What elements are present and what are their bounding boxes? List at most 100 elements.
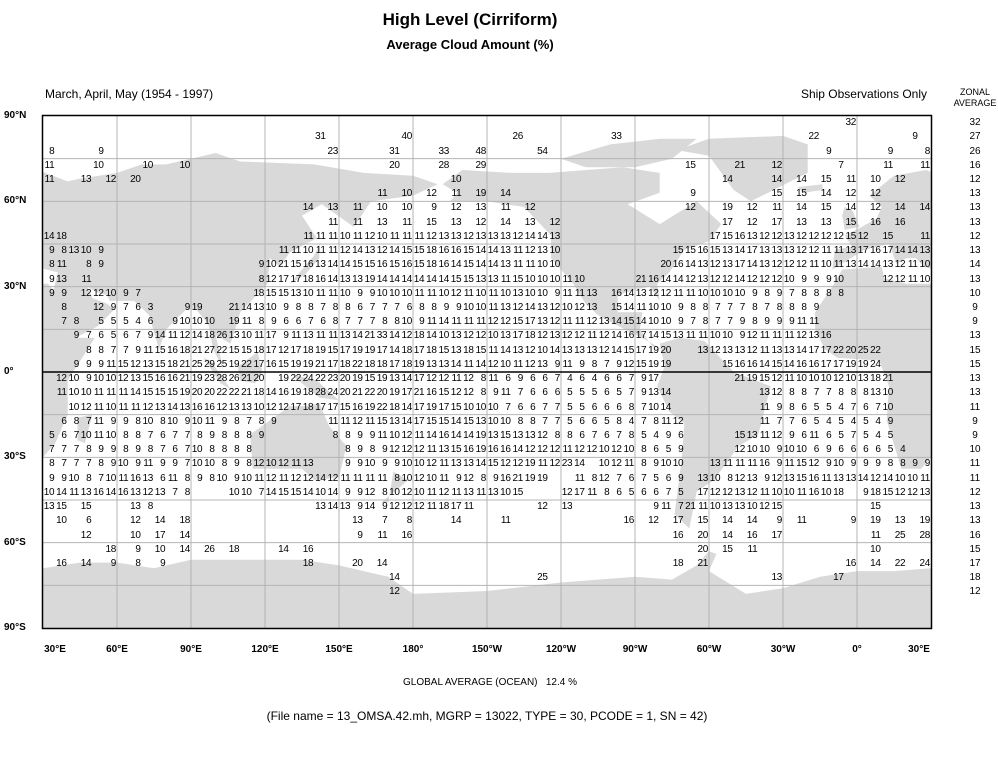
cell-value: 14 [241, 302, 252, 313]
cell-value: 9 [160, 558, 166, 569]
cell-value: 11 [463, 358, 474, 370]
cell-value: 4 [135, 316, 141, 328]
cell-value: 9 [875, 458, 881, 470]
cell-value: 10 [253, 401, 264, 413]
cell-value: 8 [690, 302, 696, 313]
landmass-africa [43, 283, 95, 458]
cell-value: 19 [364, 344, 375, 356]
cell-value: 13 [697, 259, 708, 271]
cell-value: 12 [574, 330, 585, 342]
cell-value: 14 [660, 401, 671, 413]
cell-value: 12 [450, 287, 462, 299]
cell-value: 15 [845, 230, 856, 242]
cell-value: 23 [204, 373, 215, 385]
cell-value: 8 [382, 316, 388, 328]
cell-value: 6 [665, 472, 672, 484]
cell-value: 14 [635, 316, 647, 328]
cell-value: 15 [142, 373, 153, 385]
cell-value: 6 [61, 430, 67, 441]
cell-value: 12 [130, 358, 141, 370]
cell-value: 12 [598, 344, 610, 356]
cell-value: 11 [488, 287, 499, 299]
cell-value: 14 [450, 430, 462, 441]
cell-value: 8 [221, 444, 228, 456]
cell-value: 9 [653, 501, 659, 513]
cell-value: 7 [357, 316, 363, 328]
cell-value: 14 [524, 302, 536, 313]
cell-value: 18 [413, 330, 425, 342]
cell-value: 14 [389, 273, 400, 285]
cell-value: 17 [709, 230, 721, 242]
cell-value: 12 [771, 159, 782, 171]
cell-value: 10 [500, 358, 511, 370]
cell-value: 13 [857, 373, 869, 385]
cell-value: 12 [142, 486, 153, 498]
cell-value: 17 [154, 529, 166, 541]
cell-value: 5 [863, 415, 869, 427]
cell-value: 12 [450, 202, 462, 214]
cell-value: 14 [894, 245, 906, 257]
cell-value: 14 [820, 188, 832, 200]
zonal-average-value: 15 [969, 543, 981, 555]
cell-value: 10 [93, 373, 104, 385]
cell-value: 14 [611, 316, 622, 328]
cell-value: 12 [746, 216, 758, 228]
cell-value: 14 [463, 430, 474, 441]
cell-value: 22 [352, 358, 363, 370]
cell-value: 13 [389, 373, 400, 385]
cell-value: 19 [389, 387, 400, 399]
cell-value: 16 [500, 472, 511, 484]
cell-value: 13 [537, 302, 548, 313]
cell-value: 9 [49, 273, 55, 285]
cell-value: 8 [789, 401, 795, 413]
cell-value: 19 [228, 358, 240, 370]
cell-value: 14 [771, 174, 782, 185]
cell-value: 7 [776, 415, 783, 427]
cell-value: 18 [167, 358, 178, 370]
cell-value: 10 [500, 486, 511, 498]
cell-value: 10 [487, 330, 499, 342]
cell-value: 6 [628, 472, 635, 484]
cell-value: 14 [56, 486, 67, 498]
cell-value: 16 [426, 387, 437, 399]
cell-value: 12 [845, 188, 856, 200]
cell-value: 12 [660, 287, 671, 299]
cell-value: 18 [302, 273, 314, 285]
cell-value: 8 [394, 316, 400, 328]
cell-value: 6 [554, 387, 561, 399]
cell-value: 26 [228, 373, 240, 385]
cell-value: 13 [389, 415, 400, 427]
cell-value: 10 [475, 302, 486, 313]
cell-value: 9 [863, 458, 869, 470]
cell-value: 33 [438, 145, 449, 157]
cell-value: 13 [475, 202, 486, 214]
cell-value: 8 [49, 259, 55, 271]
cell-value: 8 [345, 444, 351, 456]
landmass-iceland [797, 184, 823, 193]
cell-value: 11 [328, 415, 338, 427]
cell-value: 8 [900, 458, 906, 470]
cell-value: 20 [845, 344, 856, 356]
cell-value: 9 [826, 273, 832, 285]
cell-value: 13 [376, 216, 388, 228]
cell-value: 10 [68, 472, 79, 484]
cell-value: 8 [258, 415, 265, 427]
cell-value: 19 [537, 472, 548, 484]
cell-value: 15 [426, 216, 437, 228]
cell-value: 11 [574, 472, 585, 484]
cell-value: 13 [845, 259, 856, 271]
cell-value: 5 [123, 316, 129, 328]
cell-value: 5 [110, 330, 117, 342]
cell-value: 11 [920, 230, 930, 242]
cell-value: 18 [302, 344, 314, 356]
cell-value: 18 [870, 486, 881, 498]
cell-value: 11 [747, 458, 758, 470]
cell-value: 12 [93, 287, 104, 299]
cell-value: 11 [426, 287, 437, 299]
cell-value: 11 [500, 202, 511, 214]
cell-value: 40 [401, 131, 412, 143]
cell-value: 11 [93, 401, 104, 413]
cell-value: 11 [315, 330, 326, 342]
cell-value: 10 [783, 444, 795, 456]
cell-value: 25 [216, 358, 227, 370]
